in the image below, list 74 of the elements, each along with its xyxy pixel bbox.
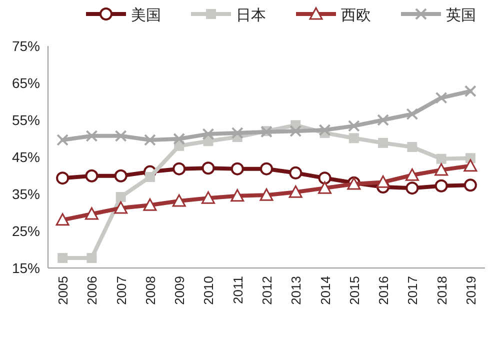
point — [172, 162, 186, 176]
point — [260, 188, 274, 201]
point — [348, 133, 359, 144]
x-tick-label: 2010 — [201, 276, 216, 305]
point — [407, 142, 418, 152]
x-tick-label: 2005 — [56, 276, 71, 305]
point — [116, 192, 126, 202]
point — [318, 124, 331, 136]
x-tick-label: 2008 — [142, 276, 158, 305]
point — [85, 169, 98, 182]
point — [114, 201, 128, 214]
point — [114, 169, 128, 182]
point — [260, 162, 273, 176]
y-tick-label: 15% — [12, 260, 40, 276]
point — [378, 138, 388, 148]
point — [288, 185, 302, 198]
point — [230, 162, 244, 176]
point — [230, 189, 244, 202]
point — [86, 130, 98, 142]
y-tick-label: 65% — [12, 75, 40, 91]
legend-label: 英国 — [446, 7, 476, 24]
point — [436, 154, 446, 164]
point — [202, 162, 215, 175]
x-tick-label: 2016 — [376, 276, 392, 305]
point — [377, 114, 390, 126]
point — [144, 134, 156, 146]
point — [173, 132, 186, 145]
point — [231, 126, 244, 139]
y-tick-label: 55% — [12, 112, 40, 128]
point — [290, 125, 302, 138]
point — [464, 85, 476, 98]
point — [201, 191, 215, 204]
point — [289, 166, 302, 180]
x-tick-label: 2015 — [346, 276, 362, 305]
x-tick-label: 2019 — [463, 276, 478, 305]
point — [172, 194, 186, 207]
point — [56, 134, 69, 146]
x-tick-label: 2014 — [318, 276, 333, 305]
x-tick-label: 2009 — [172, 276, 188, 305]
y-tick-label: 35% — [12, 186, 40, 202]
point — [318, 172, 332, 185]
point — [464, 178, 477, 192]
x-tick-label: 2007 — [114, 276, 129, 305]
point — [318, 181, 332, 194]
point — [58, 253, 68, 264]
point — [376, 175, 390, 188]
point — [86, 253, 97, 264]
point — [348, 120, 360, 132]
point — [405, 168, 419, 181]
point — [202, 128, 214, 140]
point — [435, 92, 448, 104]
x-tick-label: 2013 — [288, 276, 304, 305]
legend-label: 美国 — [131, 7, 161, 24]
point — [114, 130, 127, 142]
x-tick-label: 2012 — [260, 276, 274, 305]
legend-label: 西欧 — [341, 7, 371, 24]
point — [464, 159, 478, 172]
y-tick-label: 75% — [12, 38, 40, 54]
point — [144, 172, 155, 182]
legend-label: 日本 — [236, 7, 266, 24]
point — [434, 163, 448, 176]
point — [56, 213, 70, 226]
x-tick-label: 2006 — [84, 276, 100, 305]
x-tick-label: 2018 — [434, 276, 450, 305]
y-tick-label: 45% — [12, 149, 40, 165]
point — [84, 207, 98, 220]
point — [434, 179, 448, 192]
point — [406, 182, 419, 195]
point — [406, 108, 418, 120]
point — [56, 172, 70, 185]
x-tick-label: 2017 — [405, 276, 420, 305]
x-tick-label: 2011 — [230, 276, 246, 304]
point — [143, 198, 157, 211]
y-tick-label: 25% — [12, 223, 40, 239]
